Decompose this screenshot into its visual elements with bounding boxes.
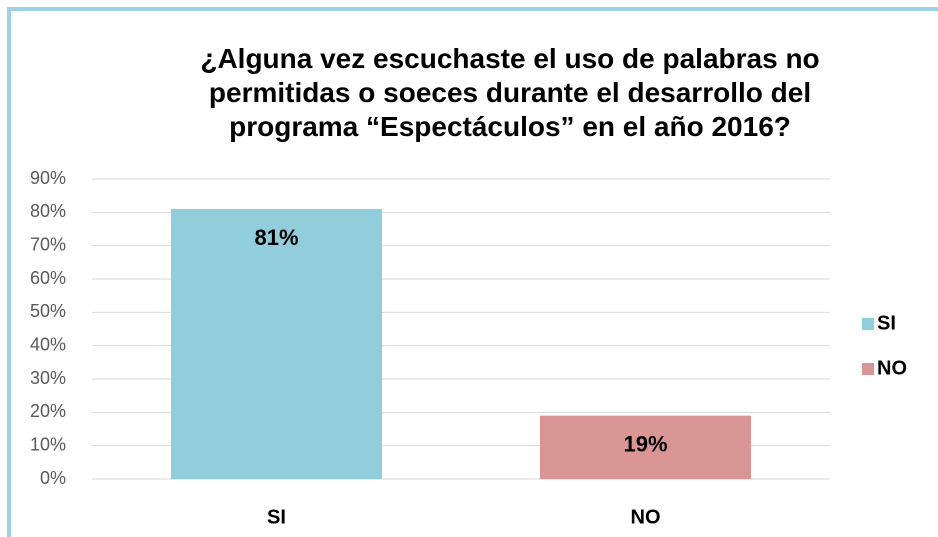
title-box: ¿Alguna vez escuchaste el uso de palabra… bbox=[110, 42, 910, 144]
y-tick-label: 0% bbox=[40, 468, 66, 488]
y-tick-label: 10% bbox=[30, 434, 66, 454]
bar bbox=[170, 209, 383, 479]
legend-label: NO bbox=[877, 357, 907, 379]
legend-label: SI bbox=[877, 312, 896, 334]
value-label: 19% bbox=[623, 431, 667, 456]
frame-border bbox=[7, 7, 938, 537]
value-label: 81% bbox=[254, 225, 298, 250]
y-tick-label: 80% bbox=[30, 201, 66, 221]
legend-swatch bbox=[862, 318, 874, 330]
x-tick-label: NO bbox=[631, 506, 661, 528]
y-tick-label: 70% bbox=[30, 234, 66, 254]
y-tick-label: 60% bbox=[30, 268, 66, 288]
x-tick-label: SI bbox=[267, 506, 286, 528]
y-tick-label: 50% bbox=[30, 301, 66, 321]
y-tick-label: 40% bbox=[30, 334, 66, 354]
chart-title: ¿Alguna vez escuchaste el uso de palabra… bbox=[200, 43, 820, 142]
y-tick-label: 90% bbox=[30, 168, 66, 188]
y-tick-label: 30% bbox=[30, 368, 66, 388]
y-tick-label: 20% bbox=[30, 401, 66, 421]
legend-swatch bbox=[862, 363, 874, 375]
bar bbox=[539, 415, 752, 479]
